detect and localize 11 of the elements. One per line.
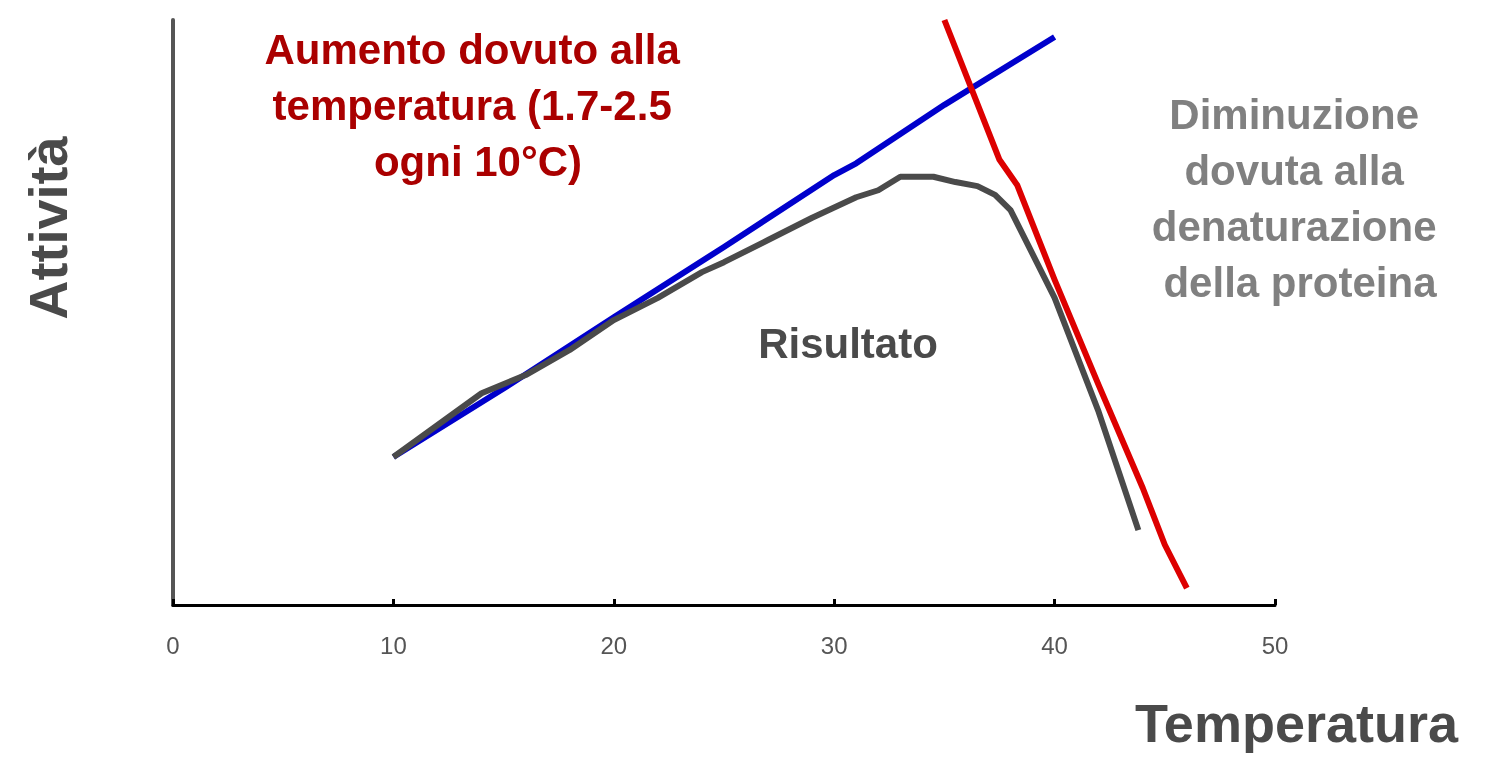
x-axis-title: Temperatura — [1134, 693, 1459, 753]
x-tick-label: 10 — [380, 631, 407, 659]
y-axis-title: Attività — [18, 135, 78, 320]
annotation: Diminuzione dovuta alla denaturazione della proteina — [1151, 90, 1449, 306]
x-tick-label: 20 — [600, 631, 628, 659]
x-tick-label: 0 — [166, 631, 180, 659]
x-tick-label: 50 — [1261, 631, 1289, 659]
x-tick-label: 30 — [820, 631, 848, 659]
annotation: Aumento dovuto alla temperatura (1.7-2.5 ogni 10°C) — [264, 25, 692, 185]
x-tick-label: 40 — [1041, 631, 1068, 659]
annotation: Risultato — [758, 319, 938, 367]
